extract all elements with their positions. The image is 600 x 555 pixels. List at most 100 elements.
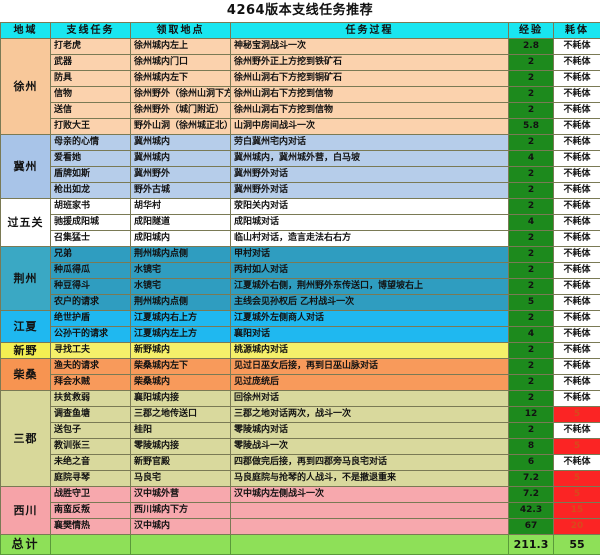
task-name-cell: 绝世护盾 bbox=[51, 311, 131, 327]
experience-cell: 5.8 bbox=[509, 119, 554, 135]
stamina-cell: 不耗体 bbox=[554, 359, 600, 375]
task-process-cell: 桃源城内对话 bbox=[231, 343, 509, 359]
task-name-cell: 南蛮反叛 bbox=[51, 503, 131, 519]
region-cell-xinye: 新野 bbox=[1, 343, 51, 359]
stamina-cell: 不耗体 bbox=[554, 295, 600, 311]
task-process-cell: 劳白冀州宅内对话 bbox=[231, 135, 509, 151]
pickup-location-cell: 马良宅 bbox=[131, 471, 231, 487]
experience-cell: 2 bbox=[509, 231, 554, 247]
table-footer: 总计 211.3 55 bbox=[1, 535, 600, 555]
pickup-location-cell: 江夏城内右上方 bbox=[131, 311, 231, 327]
task-name-cell: 战胜守卫 bbox=[51, 487, 131, 503]
region-cell-xuzhou: 徐州 bbox=[1, 39, 51, 135]
total-blank-process bbox=[231, 535, 509, 555]
task-name-cell: 打败大王 bbox=[51, 119, 131, 135]
task-name-cell: 防具 bbox=[51, 71, 131, 87]
task-name-cell: 打老虎 bbox=[51, 39, 131, 55]
task-process-cell: 主线会见孙权后 乙村战斗一次 bbox=[231, 295, 509, 311]
task-name-cell: 母亲的心情 bbox=[51, 135, 131, 151]
stamina-cell: 不耗体 bbox=[554, 39, 600, 55]
task-process-cell: 徐州山洞右下方挖到信物 bbox=[231, 87, 509, 103]
task-process-cell: 见过庞统后 bbox=[231, 375, 509, 391]
experience-cell: 4 bbox=[509, 327, 554, 343]
pickup-location-cell: 荆州城内点侧 bbox=[131, 247, 231, 263]
pickup-location-cell: 新野官殿 bbox=[131, 455, 231, 471]
experience-cell: 67 bbox=[509, 519, 554, 535]
experience-cell: 4 bbox=[509, 151, 554, 167]
experience-cell: 2 bbox=[509, 55, 554, 71]
total-label: 总计 bbox=[1, 535, 51, 555]
task-process-cell: 徐州山洞右下方挖到铜矿石 bbox=[231, 71, 509, 87]
pickup-location-cell: 荆州城内点侧 bbox=[131, 295, 231, 311]
task-name-cell: 种瓜得瓜 bbox=[51, 263, 131, 279]
task-name-cell: 庭院寻琴 bbox=[51, 471, 131, 487]
pickup-location-cell: 徐州城内门口 bbox=[131, 55, 231, 71]
experience-cell: 2 bbox=[509, 391, 554, 407]
task-name-cell: 扶贫救弱 bbox=[51, 391, 131, 407]
pickup-location-cell: 汉中城外营 bbox=[131, 487, 231, 503]
region-cell-guowuguan: 过五关 bbox=[1, 199, 51, 247]
stamina-cell: 不耗体 bbox=[554, 183, 600, 199]
task-process-cell: 徐州野外正上方挖到铁矿石 bbox=[231, 55, 509, 71]
task-name-cell: 教训张三 bbox=[51, 439, 131, 455]
column-header-region: 地域 bbox=[1, 23, 51, 39]
task-name-cell: 公孙干的请求 bbox=[51, 327, 131, 343]
stamina-cell: 不耗体 bbox=[554, 103, 600, 119]
pickup-location-cell: 襄阳城内接 bbox=[131, 391, 231, 407]
task-process-cell bbox=[231, 503, 509, 519]
column-header-stamina: 耗体 bbox=[554, 23, 600, 39]
task-process-cell: 徐州山洞右下方挖到信物 bbox=[231, 103, 509, 119]
pickup-location-cell: 江夏城内左上方 bbox=[131, 327, 231, 343]
stamina-cell: 不耗体 bbox=[554, 231, 600, 247]
stamina-cell: 不耗体 bbox=[554, 199, 600, 215]
task-process-cell: 江夏城外左侧商人对话 bbox=[231, 311, 509, 327]
pickup-location-cell: 成阳隧道 bbox=[131, 215, 231, 231]
task-name-cell: 种豆得斗 bbox=[51, 279, 131, 295]
experience-cell: 7.2 bbox=[509, 471, 554, 487]
column-header-pickup: 领取地点 bbox=[131, 23, 231, 39]
stamina-cell: 不耗体 bbox=[554, 135, 600, 151]
task-process-cell: 成阳城对话 bbox=[231, 215, 509, 231]
experience-cell: 2 bbox=[509, 263, 554, 279]
experience-cell: 2 bbox=[509, 311, 554, 327]
column-header-task: 支线任务 bbox=[51, 23, 131, 39]
experience-cell: 2 bbox=[509, 279, 554, 295]
stamina-cell: 5 bbox=[554, 487, 600, 503]
task-process-cell: 丙村如人对话 bbox=[231, 263, 509, 279]
stamina-cell: 不耗体 bbox=[554, 167, 600, 183]
experience-cell: 2 bbox=[509, 423, 554, 439]
region-cell-jingzhou: 荆州 bbox=[1, 247, 51, 311]
task-process-cell: 汉中城内左侧战斗一次 bbox=[231, 487, 509, 503]
total-blank-pickup bbox=[131, 535, 231, 555]
stamina-cell: 不耗体 bbox=[554, 279, 600, 295]
stamina-cell: 不耗体 bbox=[554, 423, 600, 439]
experience-cell: 42.3 bbox=[509, 503, 554, 519]
pickup-location-cell: 三郡之地传送口 bbox=[131, 407, 231, 423]
task-process-cell: 江夏城外右侧，荆州野外东传送口，博望坡右上 bbox=[231, 279, 509, 295]
task-process-cell: 荥阳关内对话 bbox=[231, 199, 509, 215]
experience-cell: 2 bbox=[509, 247, 554, 263]
experience-cell: 2 bbox=[509, 135, 554, 151]
task-process-cell bbox=[231, 519, 509, 535]
experience-cell: 2 bbox=[509, 375, 554, 391]
stamina-cell: 不耗体 bbox=[554, 391, 600, 407]
stamina-cell: 不耗体 bbox=[554, 263, 600, 279]
pickup-location-cell: 新野城内 bbox=[131, 343, 231, 359]
task-name-cell: 枪出如龙 bbox=[51, 183, 131, 199]
experience-cell: 2 bbox=[509, 343, 554, 359]
task-process-cell: 四郡做完后接，再到四郡旁马良宅对话 bbox=[231, 455, 509, 471]
